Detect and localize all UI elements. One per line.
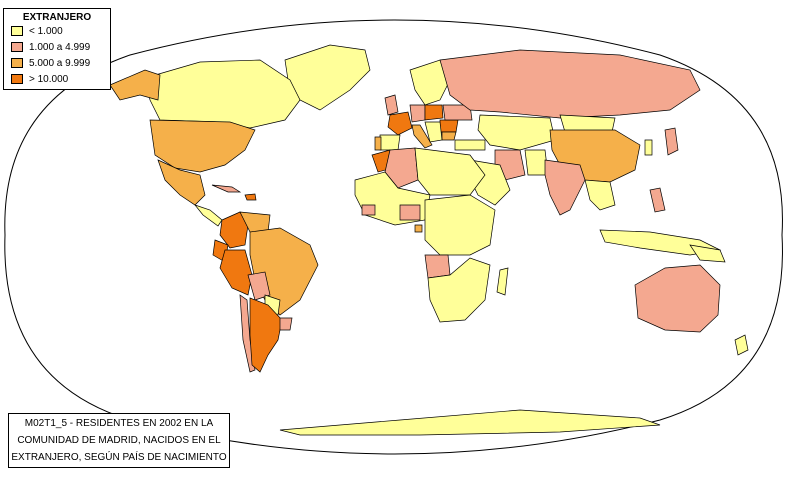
region-mongolia: [559, 114, 616, 133]
region-central-africa: [424, 194, 496, 256]
caption-line: EXTRANJERO, SEGÚN PAÍS DE NACIMIENTO: [11, 452, 227, 463]
region-new-guinea: [689, 244, 726, 263]
region-japan: [664, 127, 679, 156]
legend-label: < 1.000: [29, 25, 63, 37]
caption-line: COMUNIDAD DE MADRID, NACIDOS EN EL: [17, 435, 221, 446]
caption-line: M02T1_5 - RESIDENTES EN 2002 EN LA: [24, 418, 214, 429]
region-pakistan: [524, 149, 549, 176]
region-uk: [384, 94, 399, 116]
region-usa: [149, 119, 256, 173]
legend-item: > 10.000: [11, 71, 110, 87]
legend-swatch: [11, 58, 23, 68]
region-india: [544, 159, 586, 216]
region-dominican-republic: [244, 193, 257, 201]
legend-swatch: [11, 74, 23, 84]
region-argentina: [249, 297, 283, 373]
map-caption: M02T1_5 - RESIDENTES EN 2002 EN LA COMUN…: [8, 413, 230, 468]
region-central-america: [193, 204, 223, 227]
legend-label: > 10.000: [29, 73, 69, 85]
region-bolivia: [247, 271, 271, 301]
legend-title: EXTRANJERO: [22, 12, 92, 23]
region-mexico: [157, 159, 206, 206]
region-bulgaria: [441, 131, 457, 141]
legend-item: < 1.000: [11, 23, 110, 39]
region-canada: [144, 59, 301, 129]
region-ukraine: [442, 104, 473, 121]
map-legend: EXTRANJERO < 1.000 1.000 a 4.999 5.000 a…: [3, 8, 111, 90]
region-korea: [644, 139, 653, 156]
region-spain: [379, 134, 401, 151]
region-balkans: [424, 121, 443, 143]
region-cuba: [211, 184, 242, 193]
region-philippines: [649, 187, 666, 213]
region-poland: [424, 104, 444, 121]
region-italy: [411, 124, 433, 149]
legend-item: 5.000 a 9.999: [11, 55, 110, 71]
region-southern-africa: [427, 257, 491, 323]
legend-swatch: [11, 42, 23, 52]
region-portugal: [374, 136, 382, 151]
region-angola: [424, 254, 451, 279]
region-turkey: [454, 139, 486, 151]
region-algeria: [384, 147, 419, 189]
region-nigeria: [399, 204, 421, 221]
legend-swatch: [11, 26, 23, 36]
region-equatorial-guinea: [414, 224, 423, 233]
legend-label: 1.000 a 4.999: [29, 41, 91, 53]
region-germany: [409, 104, 426, 123]
region-southeast-asia: [584, 179, 616, 211]
region-russia: [439, 49, 701, 119]
region-peru: [219, 249, 253, 296]
region-new-zealand: [734, 334, 749, 356]
region-romania: [439, 119, 459, 133]
legend-label: 5.000 a 9.999: [29, 57, 91, 69]
region-antarctica: [279, 409, 661, 436]
region-france: [387, 111, 413, 136]
region-senegal: [361, 204, 376, 216]
region-alaska: [109, 69, 161, 101]
region-madagascar: [496, 267, 509, 296]
region-australia: [634, 264, 721, 333]
region-uruguay: [279, 317, 293, 331]
legend-item: 1.000 a 4.999: [11, 39, 110, 55]
